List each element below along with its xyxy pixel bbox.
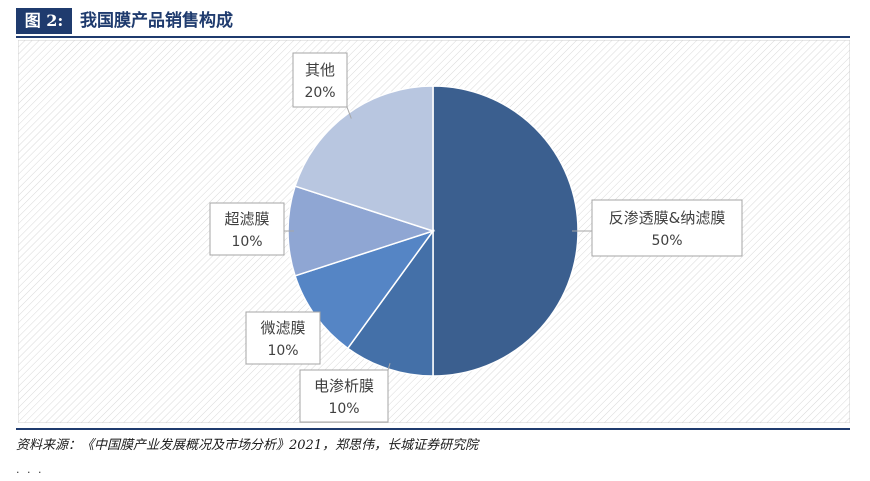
callout-box: [299, 369, 389, 423]
data-label-callout: 电渗析膜 10%: [299, 363, 391, 423]
pie-slice: [294, 85, 434, 233]
slice-label: 反渗透膜&纳滤膜: [609, 209, 726, 227]
slice-label: 微滤膜: [260, 319, 305, 337]
figure-label: 图 2:: [16, 8, 72, 34]
callout-box: [292, 52, 348, 108]
source-note: 资料来源：《中国膜产业发展概况及市场分析》2021，郑思伟，长城证券研究院: [16, 428, 850, 453]
data-label-callout: 微滤膜 10%: [245, 311, 321, 365]
callout-box: [209, 202, 285, 256]
footer-dots: · · ·: [16, 466, 44, 479]
slice-value-label: 10%: [328, 401, 359, 417]
chart-area: 反渗透膜&纳滤膜 50% 电渗析膜 10% 微滤膜 10% 超滤膜 10% 其他 20%: [17, 39, 851, 424]
figure-title: 我国膜产品销售构成: [80, 11, 233, 31]
data-label-callout: 其他 20%: [292, 52, 352, 119]
slice-label: 电渗析膜: [314, 377, 374, 395]
data-label-callout: 反渗透膜&纳滤膜 50%: [572, 199, 743, 257]
callout-box: [245, 311, 321, 365]
callout-leader-line: [346, 106, 352, 119]
slice-label: 其他: [305, 61, 335, 79]
callout-box: [591, 199, 743, 257]
callout-leader-line: [387, 363, 391, 371]
slice-value-label: 50%: [651, 233, 682, 249]
slice-value-label: 10%: [267, 343, 298, 359]
slice-value-label: 20%: [304, 85, 335, 101]
slice-label: 超滤膜: [224, 210, 269, 228]
pie-chart: 反渗透膜&纳滤膜 50% 电渗析膜 10% 微滤膜 10% 超滤膜 10% 其他 20%: [17, 39, 851, 424]
figure-header: 图 2: 我国膜产品销售构成: [16, 8, 850, 38]
data-label-callout: 超滤膜 10%: [209, 202, 294, 256]
slice-value-label: 10%: [231, 234, 262, 250]
